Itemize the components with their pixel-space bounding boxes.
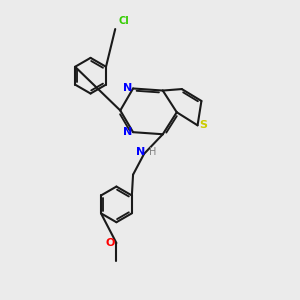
Text: O: O — [106, 238, 115, 248]
Text: Cl: Cl — [118, 16, 129, 26]
Text: N: N — [123, 127, 133, 137]
Text: S: S — [200, 120, 208, 130]
Text: N: N — [123, 83, 133, 94]
Text: N: N — [136, 147, 145, 158]
Text: H: H — [149, 147, 156, 158]
